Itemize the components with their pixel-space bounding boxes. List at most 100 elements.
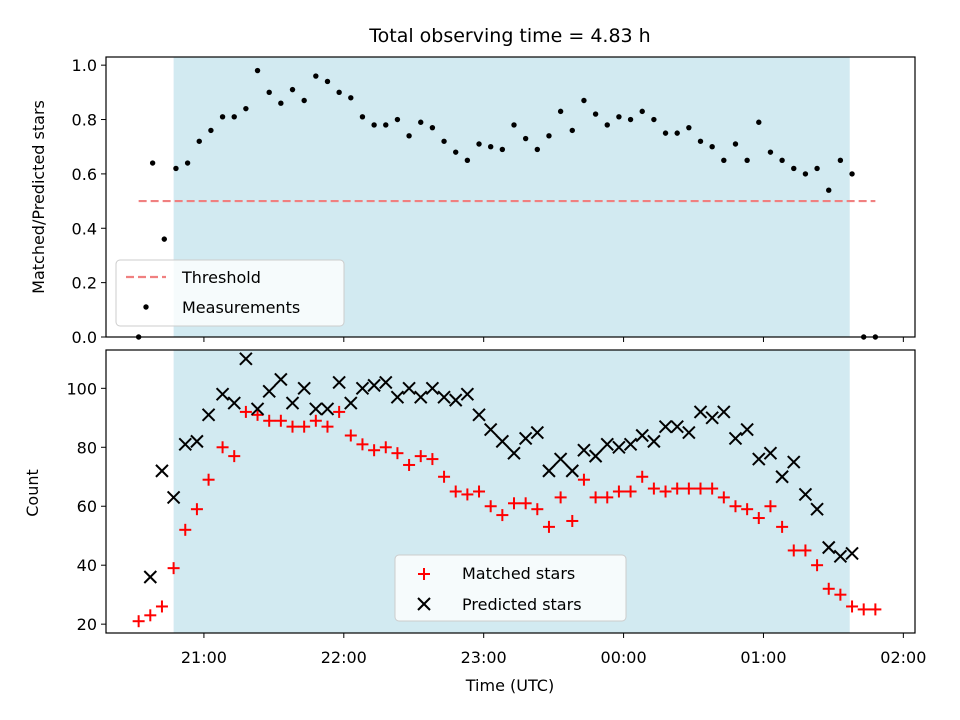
measurement-point bbox=[814, 165, 820, 172]
measurement-point bbox=[476, 141, 482, 147]
matched-star-point bbox=[741, 503, 754, 516]
matched-star-point bbox=[811, 559, 824, 572]
measurement-point bbox=[534, 146, 541, 153]
matched-star-point bbox=[799, 544, 812, 557]
bottom-y-ticks: 20 40 60 80 100 bbox=[66, 379, 106, 634]
x-axis-label: Time (UTC) bbox=[465, 676, 554, 695]
matched-star-point bbox=[577, 473, 590, 486]
measurement-point bbox=[616, 114, 622, 120]
predicted-star-point bbox=[250, 402, 265, 416]
predicted-star-point bbox=[740, 422, 754, 437]
measurement-point bbox=[791, 165, 797, 172]
measurement-point bbox=[686, 124, 692, 131]
measurement-point bbox=[208, 127, 214, 134]
predicted-star-point bbox=[588, 449, 603, 463]
matched-star-point bbox=[461, 488, 474, 501]
bottom-axes-frame bbox=[105, 349, 916, 634]
matched-star-point bbox=[531, 503, 544, 516]
predicted-star-point bbox=[658, 419, 673, 434]
legend-matched-label: Matched stars bbox=[462, 564, 575, 583]
predicted-star-point bbox=[178, 437, 192, 452]
x-tick-label: 22:00 bbox=[321, 648, 367, 667]
matched-star-point bbox=[612, 485, 625, 498]
predicted-star-point bbox=[402, 381, 416, 396]
matched-star-point bbox=[286, 420, 299, 433]
y-tick-label: 0.0 bbox=[72, 328, 97, 347]
measurement-point bbox=[464, 157, 471, 164]
y-tick-label: 1.0 bbox=[72, 56, 97, 75]
matched-star-point bbox=[624, 485, 637, 498]
measurement-point bbox=[546, 133, 552, 139]
measurement-point bbox=[709, 144, 715, 150]
matched-star-point bbox=[507, 497, 520, 510]
measurement-point bbox=[732, 141, 739, 147]
matched-star-point bbox=[216, 441, 229, 454]
legend-measurements-label: Measurements bbox=[182, 298, 300, 317]
measurement-point bbox=[289, 86, 296, 93]
predicted-star-point bbox=[612, 440, 626, 454]
matched-star-point bbox=[857, 603, 870, 616]
measurement-point bbox=[627, 116, 634, 123]
predicted-star-points bbox=[143, 352, 859, 584]
matched-star-point bbox=[542, 520, 555, 533]
measurement-point bbox=[662, 130, 669, 136]
matched-star-point bbox=[671, 482, 684, 495]
matched-star-point bbox=[846, 600, 859, 613]
top-legend: Threshold Measurements bbox=[115, 259, 345, 327]
measurement-point bbox=[487, 144, 494, 150]
x-tick-label: 02:00 bbox=[880, 648, 926, 667]
measurement-point bbox=[756, 119, 762, 125]
matched-star-point bbox=[356, 438, 369, 451]
y-tick-label: 20 bbox=[77, 615, 97, 634]
measurement-point bbox=[149, 160, 156, 166]
measurement-point bbox=[184, 160, 191, 166]
measurement-point bbox=[674, 130, 680, 136]
predicted-star-point bbox=[787, 455, 801, 469]
bottom-panel: 20 40 60 80 100 21:00 22:00 23:00 00:00 01:00 02:… bbox=[23, 349, 926, 695]
y-tick-label: 0.4 bbox=[72, 219, 97, 238]
chart-title: Total observing time = 4.83 h bbox=[368, 25, 650, 47]
matched-star-point bbox=[682, 482, 695, 495]
measurement-point bbox=[219, 114, 226, 120]
matched-star-point bbox=[694, 482, 707, 495]
predicted-star-point bbox=[155, 464, 169, 478]
matched-star-point bbox=[496, 509, 509, 522]
predicted-star-point bbox=[647, 434, 661, 449]
matched-star-point bbox=[155, 600, 168, 613]
measurement-point bbox=[604, 122, 610, 128]
top-panel: 0.0 0.2 0.4 0.6 0.8 1.0 Matched/Predicted sta… bbox=[29, 56, 916, 347]
bottom-legend: Matched stars Predicted stars bbox=[394, 554, 627, 622]
measurement-point bbox=[429, 124, 436, 131]
measurement-point bbox=[569, 127, 575, 134]
measurement-point bbox=[721, 157, 727, 164]
top-axes-frame bbox=[105, 56, 916, 338]
y-tick-label: 0.6 bbox=[72, 165, 97, 184]
predicted-star-point bbox=[798, 487, 813, 502]
matched-star-point bbox=[309, 414, 322, 427]
predicted-star-point bbox=[215, 387, 230, 401]
y-tick-label: 60 bbox=[77, 497, 97, 516]
measurement-point bbox=[802, 171, 809, 177]
predicted-star-point bbox=[472, 408, 486, 422]
legend-threshold-label: Threshold bbox=[181, 268, 261, 287]
predicted-star-point bbox=[201, 408, 216, 422]
matched-star-point bbox=[202, 473, 215, 486]
matched-star-point bbox=[321, 420, 334, 433]
predicted-star-point bbox=[507, 446, 521, 460]
predicted-star-point bbox=[623, 437, 638, 452]
y-tick-label: 0.8 bbox=[72, 111, 97, 130]
predicted-star-point bbox=[728, 431, 743, 446]
predicted-star-point bbox=[530, 425, 545, 440]
matched-star-point bbox=[589, 491, 602, 504]
measurement-point bbox=[161, 236, 167, 242]
matched-star-point bbox=[554, 491, 567, 504]
y-tick-label: 100 bbox=[66, 379, 97, 398]
matched-star-point bbox=[601, 491, 614, 504]
bottom-y-axis-label: Count bbox=[23, 469, 42, 517]
predicted-star-point bbox=[845, 546, 859, 561]
measurement-point bbox=[639, 108, 645, 115]
predicted-star-point bbox=[297, 381, 311, 396]
measurement-point bbox=[394, 116, 401, 123]
measurement-point bbox=[592, 111, 599, 117]
measurement-point bbox=[371, 122, 377, 128]
